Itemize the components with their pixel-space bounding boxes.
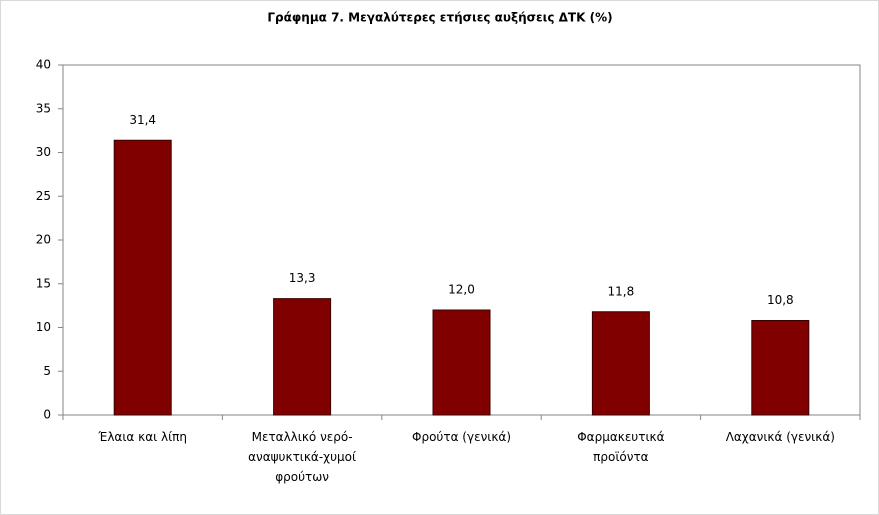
bar [432, 309, 491, 416]
x-tick-label: Λαχανικά (γενικά) [725, 430, 835, 444]
y-tick-label: 35 [36, 101, 51, 115]
value-label: 11,8 [608, 284, 635, 298]
x-tick-label: Φρούτα (γενικά) [412, 430, 511, 444]
y-tick-label: 30 [36, 145, 51, 159]
x-tick-label: Έλαια και λίπη [98, 430, 187, 444]
y-tick-label: 15 [36, 276, 51, 290]
bar [273, 298, 332, 416]
value-label: 31,4 [129, 113, 156, 127]
y-tick-label: 40 [36, 58, 51, 72]
value-label: 12,0 [448, 283, 475, 297]
bar [113, 139, 172, 416]
value-label: 10,8 [767, 293, 794, 307]
y-tick-label: 0 [43, 408, 51, 422]
y-tick-label: 20 [36, 233, 51, 247]
bar [591, 311, 650, 416]
x-tick-label: Μεταλλικό νερό-αναψυκτικά-χυμοί φρούτων [248, 430, 357, 484]
chart-title: Γράφημα 7. Μεγαλύτερες ετήσιες αυξήσεις … [267, 11, 612, 25]
value-label: 13,3 [289, 271, 316, 285]
y-tick-label: 25 [36, 189, 51, 203]
bar [751, 320, 810, 416]
y-tick-label: 5 [43, 364, 51, 378]
y-tick-label: 10 [36, 320, 51, 334]
x-tick-label: Φαρμακευτικά προϊόντα [577, 430, 665, 464]
